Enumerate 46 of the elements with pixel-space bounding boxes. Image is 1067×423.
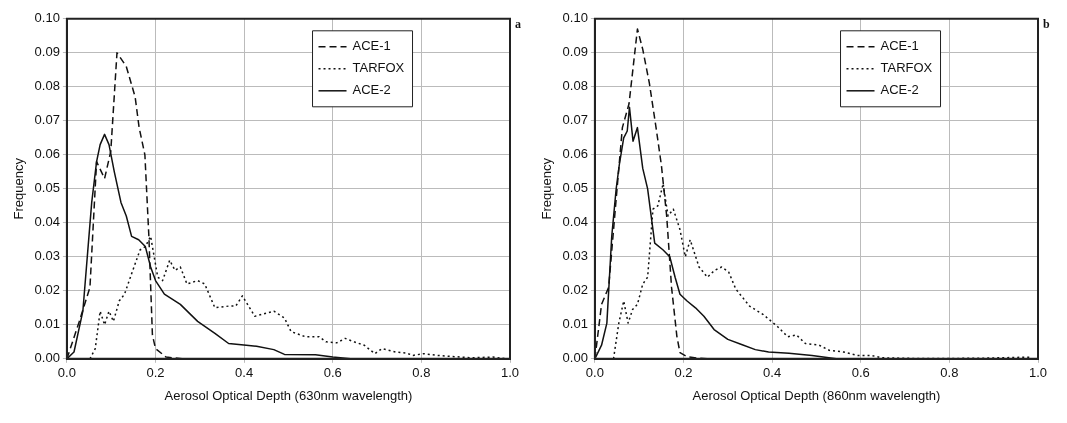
y-tick-label: 0.02 bbox=[34, 282, 60, 298]
legend-label: TARFOX bbox=[880, 60, 933, 76]
x-tick-label: 0.4 bbox=[763, 365, 782, 381]
legend-label: ACE-1 bbox=[352, 38, 391, 54]
legend-label: ACE-2 bbox=[352, 82, 391, 98]
x-tick-label: 0.8 bbox=[412, 365, 431, 381]
y-tick-label: 0.00 bbox=[34, 350, 60, 366]
y-tick-label: 0.02 bbox=[562, 282, 588, 298]
y-tick-label: 0.04 bbox=[562, 214, 588, 230]
x-tick-label: 0.8 bbox=[940, 365, 959, 381]
x-axis-title: Aerosol Optical Depth (630nm wavelength) bbox=[164, 387, 413, 403]
y-tick-label: 0.08 bbox=[34, 78, 60, 94]
x-tick-label: 0.6 bbox=[851, 365, 870, 381]
y-tick-label: 0.03 bbox=[34, 248, 60, 264]
x-tick-label: 0.2 bbox=[674, 365, 693, 381]
y-tick-label: 0.08 bbox=[562, 78, 588, 94]
y-tick-label: 0.10 bbox=[34, 10, 60, 26]
y-tick-label: 0.04 bbox=[34, 214, 60, 230]
x-tick-label: 1.0 bbox=[1028, 365, 1048, 381]
y-axis-title: Frequency bbox=[539, 157, 555, 220]
y-tick-label: 0.05 bbox=[34, 180, 60, 196]
y-tick-label: 0.09 bbox=[562, 44, 588, 60]
y-tick-label: 0.03 bbox=[562, 248, 588, 264]
text: b bbox=[1043, 16, 1050, 31]
x-tick-label: 0.4 bbox=[235, 365, 254, 381]
y-tick-label: 0.09 bbox=[34, 44, 60, 60]
y-tick-label: 0.01 bbox=[34, 316, 60, 332]
legend-label: TARFOX bbox=[352, 60, 405, 76]
y-tick-label: 0.00 bbox=[562, 350, 588, 366]
x-tick-label: 0.6 bbox=[323, 365, 342, 381]
text: a bbox=[515, 16, 521, 31]
y-tick-label: 0.07 bbox=[562, 112, 588, 128]
y-tick-label: 0.06 bbox=[562, 146, 588, 162]
y-tick-label: 0.01 bbox=[562, 316, 588, 332]
x-tick-label: 1.0 bbox=[500, 365, 520, 381]
legend-label: ACE-1 bbox=[880, 38, 919, 54]
y-axis-title: Frequency bbox=[11, 157, 27, 220]
x-tick-label: 0.0 bbox=[57, 365, 76, 381]
y-tick-label: 0.07 bbox=[34, 112, 60, 128]
x-axis-title: Aerosol Optical Depth (860nm wavelength) bbox=[692, 387, 941, 403]
x-tick-label: 0.2 bbox=[146, 365, 165, 381]
legend-label: ACE-2 bbox=[880, 82, 919, 98]
x-tick-label: 0.0 bbox=[585, 365, 604, 381]
y-tick-label: 0.05 bbox=[562, 180, 588, 196]
y-tick-label: 0.06 bbox=[34, 146, 60, 162]
y-tick-label: 0.10 bbox=[562, 10, 588, 26]
